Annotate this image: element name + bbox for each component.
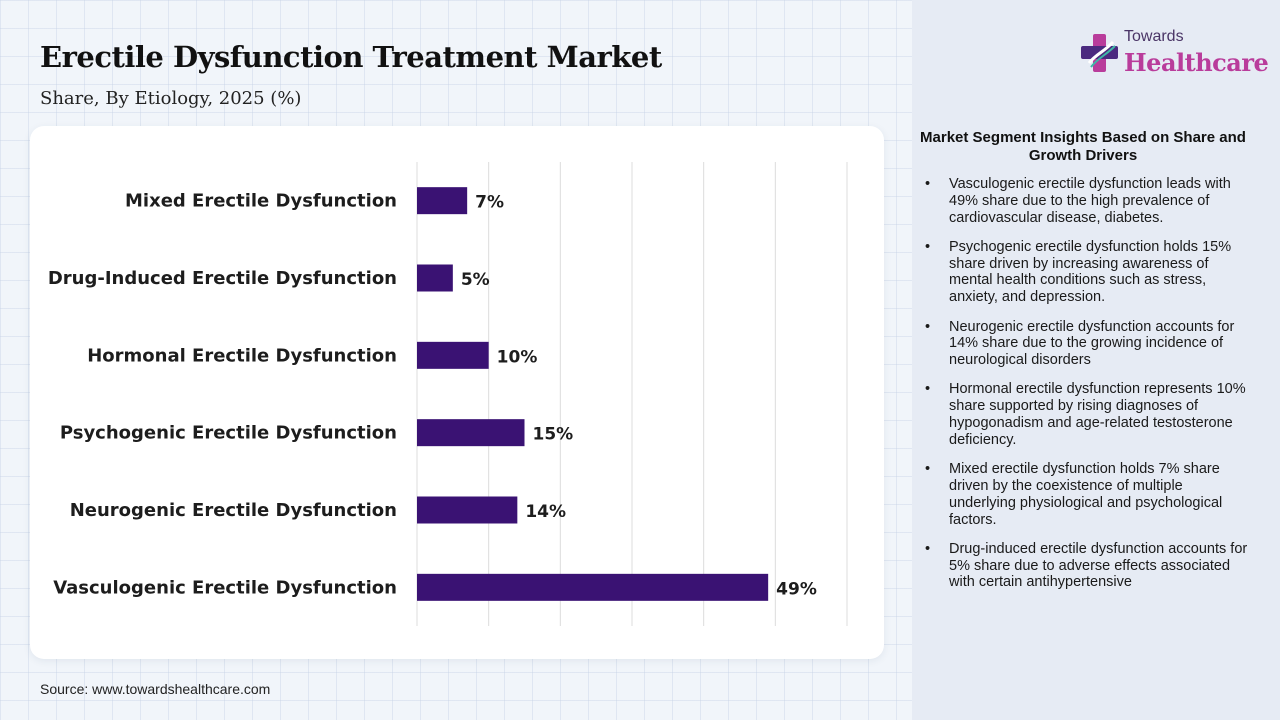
insight-item: • Mixed erectile dysfunction holds 7% sha… bbox=[922, 461, 1248, 528]
logo-text-towards: Towards bbox=[1124, 28, 1184, 45]
chart-card: Mixed Erectile Dysfunction 7% Drug-Induced… bbox=[30, 126, 884, 659]
bar bbox=[417, 187, 468, 215]
bullet-icon: • bbox=[925, 318, 931, 335]
data-label: 49% bbox=[776, 579, 817, 599]
source-note: Source: www.towardshealthcare.com bbox=[40, 681, 271, 697]
insight-text: Psychogenic erectile dysfunction holds 1… bbox=[949, 238, 1232, 306]
insight-text: Drug-induced erectile dysfunction accoun… bbox=[949, 540, 1248, 591]
chart-bars: Mixed Erectile Dysfunction 7% Drug-Induced… bbox=[48, 187, 817, 601]
bullet-icon: • bbox=[925, 461, 931, 478]
category-label: Psychogenic Erectile Dysfunction bbox=[60, 423, 397, 444]
data-label: 14% bbox=[525, 502, 566, 522]
data-label: 7% bbox=[475, 193, 504, 213]
bar bbox=[417, 264, 453, 292]
insight-text: Hormonal erectile dysfunction represents… bbox=[949, 381, 1246, 448]
insights-title: Market Segment Insights Based on Share a… bbox=[920, 129, 1246, 164]
logo-text-healthcare: Healthcare bbox=[1124, 48, 1269, 77]
insight-text: Neurogenic erectile dysfunction accounts… bbox=[949, 318, 1235, 369]
insight-item: • Drug-induced erectile dysfunction accou… bbox=[922, 541, 1248, 591]
bar bbox=[417, 341, 489, 369]
category-label: Mixed Erectile Dysfunction bbox=[125, 191, 397, 212]
towards-healthcare-logo: Towards Healthcare bbox=[1080, 28, 1269, 78]
chart-gridlines bbox=[416, 162, 848, 626]
insights-list: • Vasculogenic erectile dysfunction leads… bbox=[922, 176, 1248, 604]
insight-item: • Psychogenic erectile dysfunction holds … bbox=[922, 239, 1248, 306]
insight-text: Mixed erectile dysfunction holds 7% shar… bbox=[949, 461, 1223, 528]
category-label: Hormonal Erectile Dysfunction bbox=[87, 345, 397, 366]
bar bbox=[417, 419, 525, 447]
insight-text: Vasculogenic erectile dysfunction leads … bbox=[949, 176, 1231, 226]
insight-item: • Hormonal erectile dysfunction represent… bbox=[922, 381, 1248, 448]
category-label: Drug-Induced Erectile Dysfunction bbox=[48, 268, 397, 289]
bullet-icon: • bbox=[925, 176, 931, 192]
data-label: 5% bbox=[461, 270, 490, 290]
chart-title: Erectile Dysfunction Treatment Market bbox=[40, 40, 662, 74]
category-label: Neurogenic Erectile Dysfunction bbox=[70, 500, 397, 521]
data-label: 10% bbox=[497, 347, 538, 367]
insight-item: • Neurogenic erectile dysfunction account… bbox=[922, 319, 1248, 369]
category-label: Vasculogenic Erectile Dysfunction bbox=[53, 577, 397, 598]
bullet-icon: • bbox=[925, 381, 931, 398]
bullet-icon: • bbox=[925, 238, 931, 255]
bar bbox=[417, 496, 518, 524]
insights-panel-background bbox=[912, 0, 1280, 720]
bar bbox=[417, 573, 769, 601]
plus-cross-icon bbox=[1081, 34, 1118, 72]
chart-subtitle: Share, By Etiology, 2025 (%) bbox=[40, 88, 302, 109]
data-label: 15% bbox=[533, 425, 574, 445]
bar-chart: Mixed Erectile Dysfunction 7% Drug-Induced… bbox=[48, 162, 848, 626]
bullet-icon: • bbox=[925, 540, 931, 557]
insight-item: • Vasculogenic erectile dysfunction leads… bbox=[922, 176, 1248, 226]
